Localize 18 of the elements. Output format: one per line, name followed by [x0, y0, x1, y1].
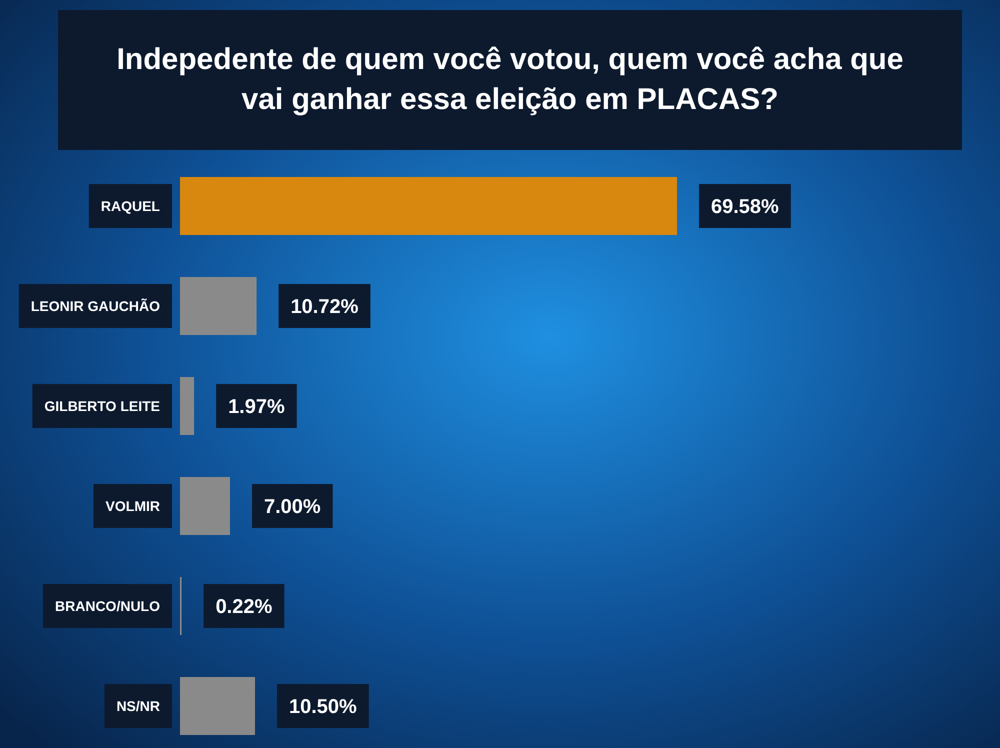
bar	[180, 477, 230, 535]
bar	[180, 677, 255, 735]
data-label: 69.58%	[711, 196, 780, 218]
data-label: 7.00%	[264, 496, 321, 518]
data-label: 1.97%	[228, 396, 285, 418]
bar	[180, 177, 677, 235]
y-tick-label: GILBERTO LEITE	[44, 398, 160, 414]
chart-title: Indepedente de quem você votou, quem você acha que vai ganhar essa eleição em PLACAS?	[58, 10, 962, 150]
y-tick-label: VOLMIR	[106, 498, 160, 514]
bar	[180, 377, 194, 435]
data-label: 10.50%	[289, 696, 358, 718]
data-label: 10.72%	[290, 296, 359, 318]
data-label: 0.22%	[216, 596, 272, 618]
y-tick-label: BRANCO/NULO	[55, 598, 160, 614]
y-tick-label: RAQUEL	[100, 198, 160, 214]
y-tick-label: NS/NR	[116, 698, 160, 714]
bar	[180, 277, 257, 335]
y-tick-label: LEONIR GAUCHÃO	[30, 298, 160, 314]
